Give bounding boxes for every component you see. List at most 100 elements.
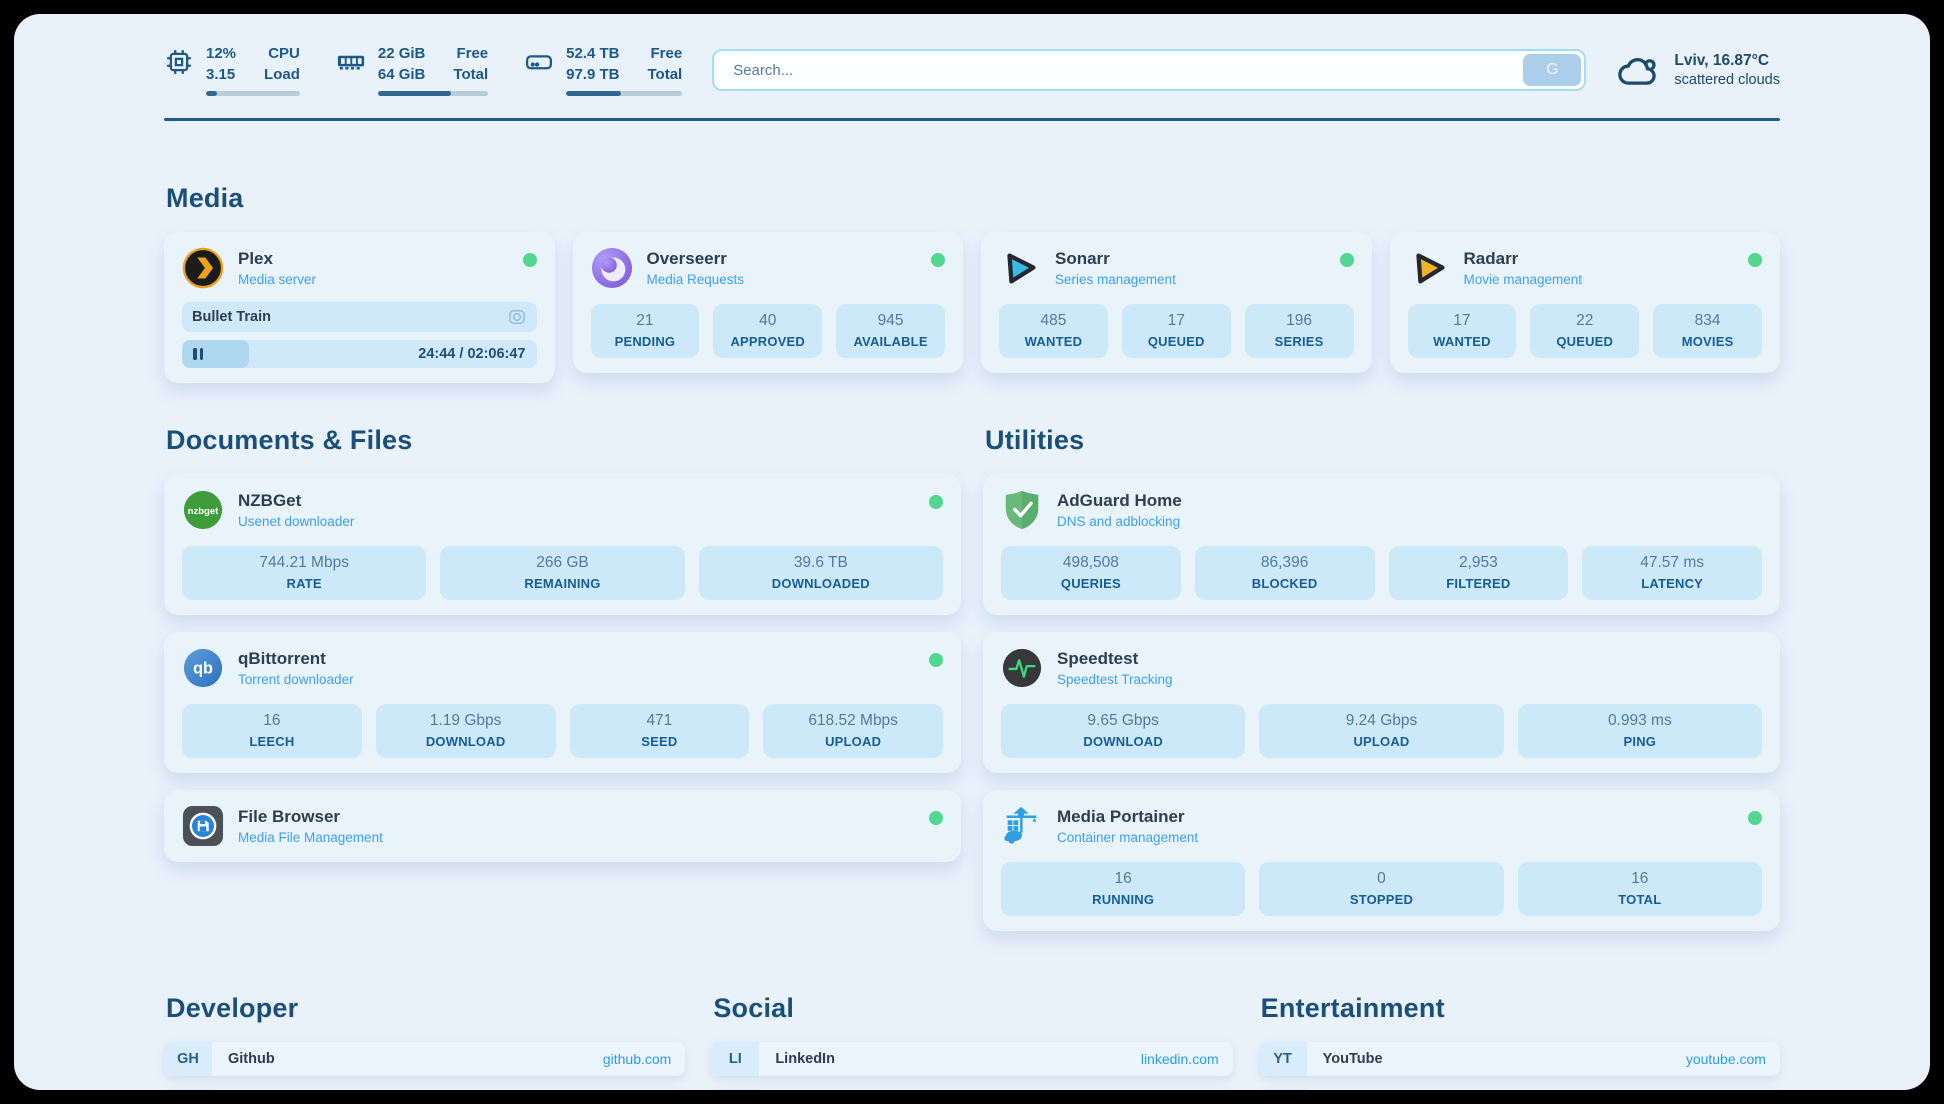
radarr-card[interactable]: Radarr Movie management 17 WANTED 22 QUE… — [1389, 232, 1780, 373]
sonarr-title: Sonarr — [1055, 249, 1110, 268]
disk-total: 97.9 TB — [566, 65, 620, 83]
qbittorrent-status-dot — [929, 653, 943, 667]
link-linkedin[interactable]: LI LinkedIn linkedin.com — [711, 1042, 1233, 1076]
dashboard-page: 12% CPU 3.15 Load 2 — [14, 14, 1930, 1090]
portainer-card[interactable]: Media Portainer Container management 16 … — [983, 790, 1780, 931]
section-developer: Developer GH Github github.com SO StackO… — [164, 993, 686, 1090]
cpu-label: CPU — [268, 45, 300, 62]
netflix-abbr: NF — [1258, 1089, 1307, 1090]
disk-total-label: Total — [647, 65, 683, 83]
qbittorrent-card[interactable]: qb qBittorrent Torrent downloader 16 LEE… — [164, 632, 961, 773]
plex-icon — [182, 247, 224, 289]
overseerr-title: Overseerr — [646, 249, 727, 268]
link-youtube[interactable]: YT YouTube youtube.com — [1258, 1042, 1780, 1076]
cpu-percent: 12% — [206, 45, 237, 62]
github-name: Github — [228, 1051, 275, 1067]
stat-chip: 40 APPROVED — [713, 304, 823, 358]
speedtest-icon — [1002, 648, 1042, 688]
adguard-card[interactable]: AdGuard Home DNS and adblocking 498,508 … — [983, 474, 1780, 615]
github-abbr: GH — [164, 1042, 212, 1076]
sonarr-card[interactable]: Sonarr Series management 485 WANTED 17 Q… — [981, 232, 1372, 373]
disk-free: 52.4 TB — [566, 45, 620, 62]
entertainment-section-title: Entertainment — [1260, 993, 1445, 1023]
utilities-section-title: Utilities — [985, 425, 1085, 455]
netflix-url: netflix.com — [1699, 1089, 1780, 1090]
twitter-abbr: TW — [711, 1089, 760, 1090]
link-github[interactable]: GH Github github.com — [164, 1042, 686, 1076]
stat-chip: 39.6 TB DOWNLOADED — [698, 546, 943, 600]
nzbget-title: NZBGet — [238, 491, 302, 510]
linkedin-url: linkedin.com — [1140, 1051, 1219, 1067]
stat-chip: 17 QUEUED — [1121, 304, 1231, 358]
cpu-load-label: Load — [264, 65, 300, 83]
top-bar: 12% CPU 3.15 Load 2 — [164, 44, 1780, 96]
search-input[interactable] — [717, 61, 1524, 79]
filebrowser-subtitle: Media File Management — [238, 830, 383, 845]
radarr-status-dot — [1748, 253, 1762, 267]
twitter-url: twitter.com — [1152, 1089, 1233, 1090]
portainer-subtitle: Container management — [1057, 830, 1199, 845]
stat-chip: 0 STOPPED — [1259, 862, 1504, 916]
plex-card[interactable]: Plex Media server Bullet Train — [164, 232, 555, 383]
svg-text:nzbget: nzbget — [188, 506, 220, 517]
netflix-name: Netflix — [1307, 1089, 1367, 1090]
stat-chip: 1.19 Gbps DOWNLOAD — [375, 704, 556, 758]
section-entertainment: Entertainment YT YouTube youtube.com NF … — [1258, 993, 1780, 1090]
linkedin-abbr: LI — [711, 1042, 760, 1076]
system-stats: 12% CPU 3.15 Load 2 — [164, 44, 683, 96]
link-netflix[interactable]: NF Netflix netflix.com — [1258, 1089, 1780, 1090]
sonarr-status-dot — [1339, 253, 1354, 267]
adguard-subtitle: DNS and adblocking — [1057, 514, 1181, 529]
plex-stream-title: Bullet Train — [192, 309, 271, 325]
cpu-stat: 12% CPU 3.15 Load — [164, 44, 300, 96]
speedtest-subtitle: Speedtest Tracking — [1057, 672, 1173, 687]
github-url: github.com — [602, 1051, 672, 1067]
weather-condition: scattered clouds — [1674, 72, 1780, 88]
radarr-subtitle: Movie management — [1463, 272, 1583, 287]
stat-chip: 16 TOTAL — [1517, 862, 1762, 916]
stat-chip: 21 PENDING — [590, 304, 700, 358]
stat-chip: 2,953 FILTERED — [1388, 546, 1569, 600]
link-twitter[interactable]: TW Twitter twitter.com — [711, 1089, 1233, 1090]
nzbget-icon: nzbget — [183, 490, 223, 530]
linkedin-name: LinkedIn — [775, 1051, 835, 1067]
link-stackoverflow[interactable]: SO StackOverflow stackoverflow.com — [164, 1089, 686, 1090]
stat-chip: 17 WANTED — [1407, 304, 1517, 358]
adguard-icon — [1005, 490, 1039, 530]
stackoverflow-name: StackOverflow — [212, 1089, 329, 1090]
cpu-icon — [167, 50, 191, 74]
stat-chip: 266 GB REMAINING — [440, 546, 685, 600]
speedtest-card[interactable]: Speedtest Speedtest Tracking 9.65 Gbps D… — [983, 632, 1780, 773]
stat-chip: 834 MOVIES — [1653, 304, 1762, 358]
stat-chip: 86,396 BLOCKED — [1194, 546, 1375, 600]
ram-stat: 22 GiB Free 64 GiB Total — [336, 44, 489, 96]
stat-chip: 196 SERIES — [1244, 304, 1354, 358]
search-engine-button[interactable]: G — [1523, 54, 1582, 86]
youtube-abbr: YT — [1258, 1042, 1307, 1076]
disk-progress-fill — [566, 91, 621, 96]
nzbget-card[interactable]: nzbget NZBGet Usenet downloader 744.21 M… — [164, 474, 961, 615]
stat-chip: 9.24 Gbps UPLOAD — [1259, 704, 1504, 758]
section-media: Media Plex Media server B — [164, 183, 1780, 383]
qbittorrent-subtitle: Torrent downloader — [238, 672, 354, 687]
filebrowser-card[interactable]: File Browser Media File Management — [164, 790, 961, 862]
twitter-name: Twitter — [759, 1089, 821, 1090]
developer-section-title: Developer — [166, 993, 299, 1023]
stat-chip: 9.65 Gbps DOWNLOAD — [1001, 704, 1246, 758]
plex-subtitle: Media server — [238, 272, 317, 287]
radarr-icon — [1415, 253, 1445, 284]
cloud-icon — [1618, 58, 1657, 85]
filebrowser-icon — [182, 805, 224, 847]
stackoverflow-abbr: SO — [164, 1089, 212, 1090]
portainer-icon — [1004, 806, 1037, 844]
nzbget-status-dot — [929, 495, 943, 509]
stat-chip: 744.21 Mbps RATE — [182, 546, 427, 600]
section-documents: Documents & Files nzbget NZBGet Usenet d… — [164, 425, 961, 862]
filebrowser-status-dot — [929, 811, 943, 825]
disk-icon — [526, 55, 553, 70]
stat-chip: 0.993 ms PING — [1517, 704, 1762, 758]
overseerr-card[interactable]: Overseerr Media Requests 21 PENDING 40 A… — [572, 232, 963, 373]
ram-progress-fill — [377, 91, 451, 96]
section-utilities: Utilities AdGuard Home DNS and adblockin… — [983, 425, 1780, 931]
youtube-name: YouTube — [1322, 1051, 1383, 1067]
